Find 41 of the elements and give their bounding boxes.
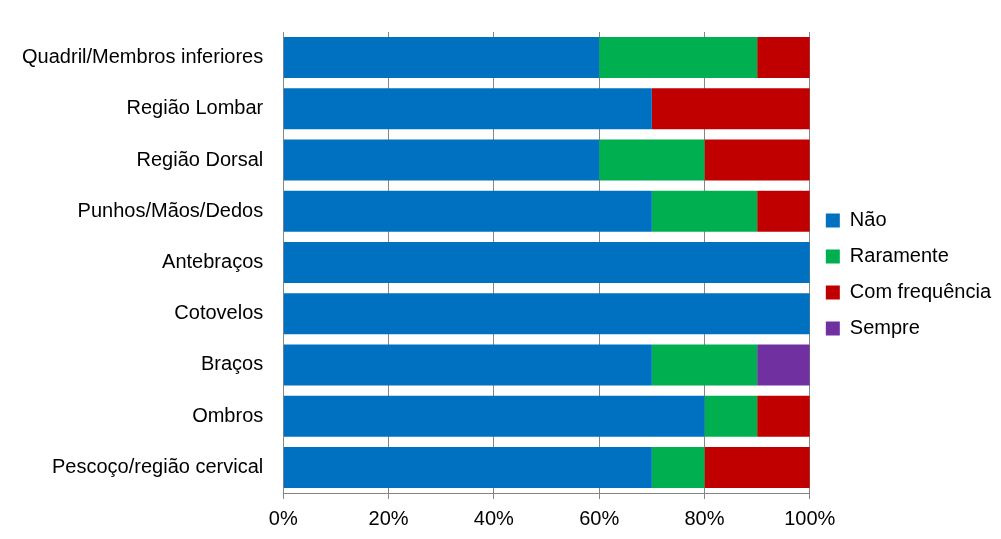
bar bbox=[283, 139, 600, 181]
x-tick-label: 100% bbox=[784, 506, 836, 529]
y-tick-label: Pescoço/região cervical bbox=[52, 454, 264, 477]
bar bbox=[599, 139, 705, 181]
x-tick-label: 0% bbox=[268, 506, 298, 529]
bar bbox=[651, 344, 758, 386]
legend-label: Não bbox=[849, 208, 887, 231]
bar bbox=[651, 88, 810, 130]
y-tick-label: Região Lombar bbox=[126, 96, 264, 119]
y-tick-label: Região Dorsal bbox=[136, 147, 264, 170]
bar bbox=[283, 344, 652, 386]
bar bbox=[757, 37, 810, 79]
bar bbox=[757, 190, 810, 232]
bar bbox=[704, 139, 810, 181]
x-tick-label: 20% bbox=[368, 506, 409, 529]
x-tick-label: 80% bbox=[684, 506, 725, 529]
y-tick-label: Quadril/Membros inferiores bbox=[22, 45, 264, 68]
legend-label: Com frequência bbox=[849, 280, 992, 303]
legend-label: Raramente bbox=[849, 244, 949, 267]
bar bbox=[599, 37, 758, 79]
x-tick-label: 60% bbox=[579, 506, 620, 529]
bar bbox=[704, 446, 810, 488]
y-tick-label: Braços bbox=[201, 352, 264, 375]
y-tick-label: Ombros bbox=[192, 403, 264, 426]
bar bbox=[283, 446, 652, 488]
y-tick-label: Punhos/Mãos/Dedos bbox=[77, 198, 264, 221]
y-tick-label: Antebraços bbox=[162, 250, 264, 273]
bar bbox=[757, 344, 810, 386]
legend-label: Sempre bbox=[849, 316, 920, 339]
bar bbox=[283, 242, 810, 283]
bar bbox=[757, 395, 810, 437]
bar bbox=[283, 395, 705, 437]
bar bbox=[704, 395, 758, 437]
bar bbox=[283, 293, 810, 335]
x-tick-label: 40% bbox=[473, 506, 515, 529]
bar bbox=[651, 190, 758, 232]
bar bbox=[651, 446, 705, 488]
bar bbox=[283, 88, 652, 130]
bar bbox=[283, 190, 652, 232]
y-tick-label: Cotovelos bbox=[174, 301, 264, 324]
bar bbox=[283, 37, 600, 79]
